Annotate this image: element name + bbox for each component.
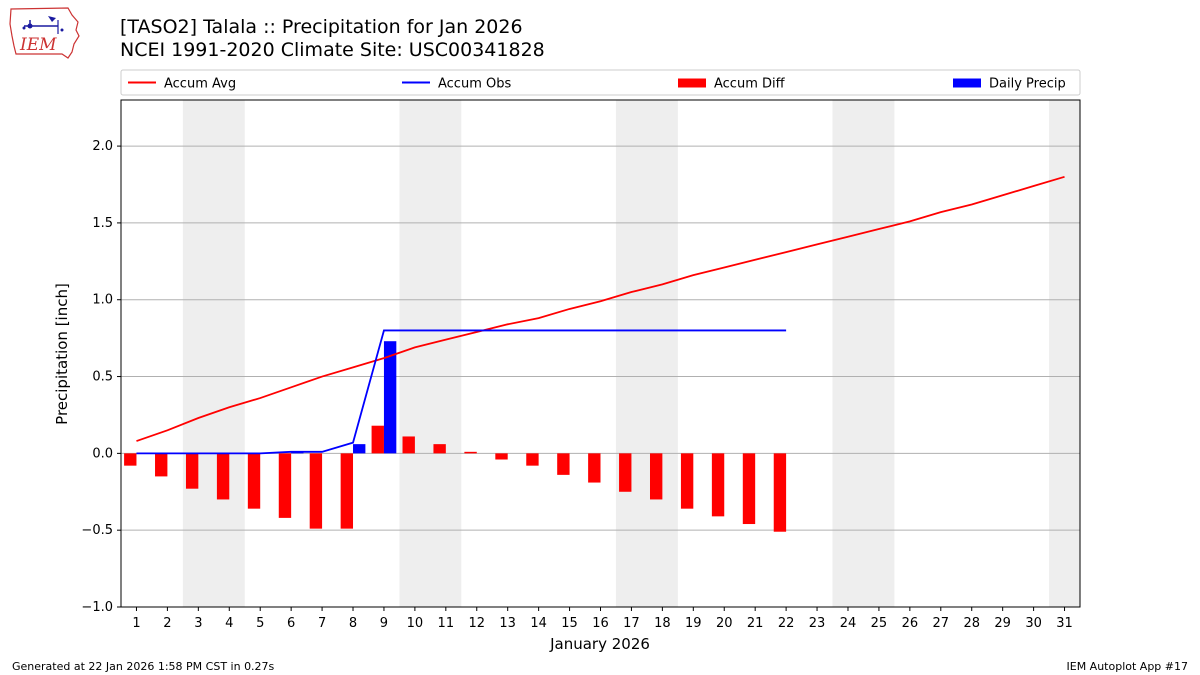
x-tick-label: 29 [994,616,1011,631]
x-tick-label: 14 [530,616,547,631]
accum-diff-bar [309,453,323,529]
x-tick-label: 10 [407,616,424,631]
x-tick-label: 17 [623,616,640,631]
legend-label-accum-avg: Accum Avg [164,77,236,92]
accum-diff-bar [247,453,261,509]
y-tick-label: 1.0 [92,293,113,308]
accum-diff-bar [680,453,694,509]
legend-label-daily-precip: Daily Precip [989,77,1066,92]
x-tick-label: 24 [840,616,857,631]
iowa-map-icon: IEM [9,7,80,59]
accum-avg-line [136,175,1065,442]
x-tick-label: 1 [132,616,140,631]
x-tick-label: 21 [747,616,764,631]
x-tick-label: 7 [318,616,326,631]
accum-diff-bar [711,453,725,517]
daily-precip-bar [353,444,366,454]
x-tick-label: 22 [778,616,795,631]
accum-diff-bar [742,453,756,525]
x-tick-label: 11 [438,616,455,631]
accum-diff-bar [278,453,292,518]
footer-app: IEM Autoplot App #17 [1066,660,1189,673]
accum-obs-line [136,329,787,455]
weekend-band-3 [832,100,895,607]
x-tick-label: 9 [380,616,388,631]
x-tick-label: 2 [163,616,171,631]
y-tick-label: 0.5 [92,370,113,385]
accum-diff-bar [340,453,354,529]
accum-diff-bar [649,453,663,500]
footer-generated: Generated at 22 Jan 2026 1:58 PM CST in … [12,660,275,673]
axes: −1.0−0.50.00.51.01.52.01 2 3 4 5 6 7 8 9 10 11 12 13… [81,139,1072,631]
x-tick-label: 16 [592,616,609,631]
x-tick-label: 8 [349,616,357,631]
weekend-band-2 [615,100,678,607]
accum-diff-bar [155,453,168,477]
grid-lines [121,145,1080,608]
legend-label-accum-diff: Accum Diff [714,77,786,92]
logo-text: IEM [19,35,57,55]
x-tick-label: 31 [1056,616,1073,631]
x-tick-label: 15 [561,616,578,631]
accum-diff-bar [773,453,787,532]
legend-swatch-accum-diff [678,78,706,88]
x-tick-label: 25 [871,616,888,631]
daily-precip-bar [383,341,397,454]
x-tick-label: 28 [963,616,980,631]
weekend-band-0 [182,100,245,607]
y-tick-label: 1.5 [92,216,113,231]
accum-diff-bar [216,453,230,500]
line-series [136,175,1065,455]
iem-logo: IEM [8,6,82,60]
x-tick-label: 19 [685,616,702,631]
x-tick-label: 27 [933,616,950,631]
chart-subtitle: NCEI 1991-2020 Climate Site: USC00341828 [120,39,545,61]
accum-diff-bar [185,453,199,489]
accum-diff-bar [433,444,446,454]
y-tick-label: −1.0 [81,600,113,615]
legend-label-accum-obs: Accum Obs [438,77,511,92]
accum-diff-bar [495,453,508,460]
x-tick-label: 23 [809,616,826,631]
x-tick-label: 6 [287,616,295,631]
accum-diff-bar [124,453,137,466]
bar-series [124,341,787,532]
x-tick-label: 18 [654,616,671,631]
x-tick-label: 30 [1025,616,1042,631]
weekend-band-4 [1049,100,1080,607]
weekend-shading [182,100,1080,607]
accum-diff-bar [464,451,477,454]
x-tick-label: 5 [256,616,264,631]
accum-diff-bar [557,453,570,475]
y-tick-label: 2.0 [92,139,113,154]
accum-diff-bar [526,453,539,466]
x-axis-label: January 2026 [549,635,650,653]
chart-title: [TASO2] Talala :: Precipitation for Jan … [120,16,523,38]
legend-swatch-daily-precip [953,78,981,88]
x-tick-label: 12 [468,616,485,631]
accum-diff-bar [588,453,601,483]
y-axis-label: Precipitation [inch] [53,283,71,425]
legend: Accum Avg Accum Obs Accum Diff Daily Precip [120,69,1081,96]
x-tick-label: 20 [716,616,733,631]
x-tick-label: 13 [499,616,516,631]
x-tick-label: 26 [902,616,919,631]
x-tick-label: 3 [194,616,202,631]
y-tick-label: 0.0 [92,446,113,461]
accum-diff-bar [402,436,415,454]
legend-box [120,69,1081,96]
weekend-band-1 [399,100,462,607]
accum-diff-bar [619,453,632,492]
y-tick-label: −0.5 [81,523,113,538]
accum-diff-bar [371,425,384,454]
plot-frame [120,99,1081,608]
x-tick-label: 4 [225,616,233,631]
